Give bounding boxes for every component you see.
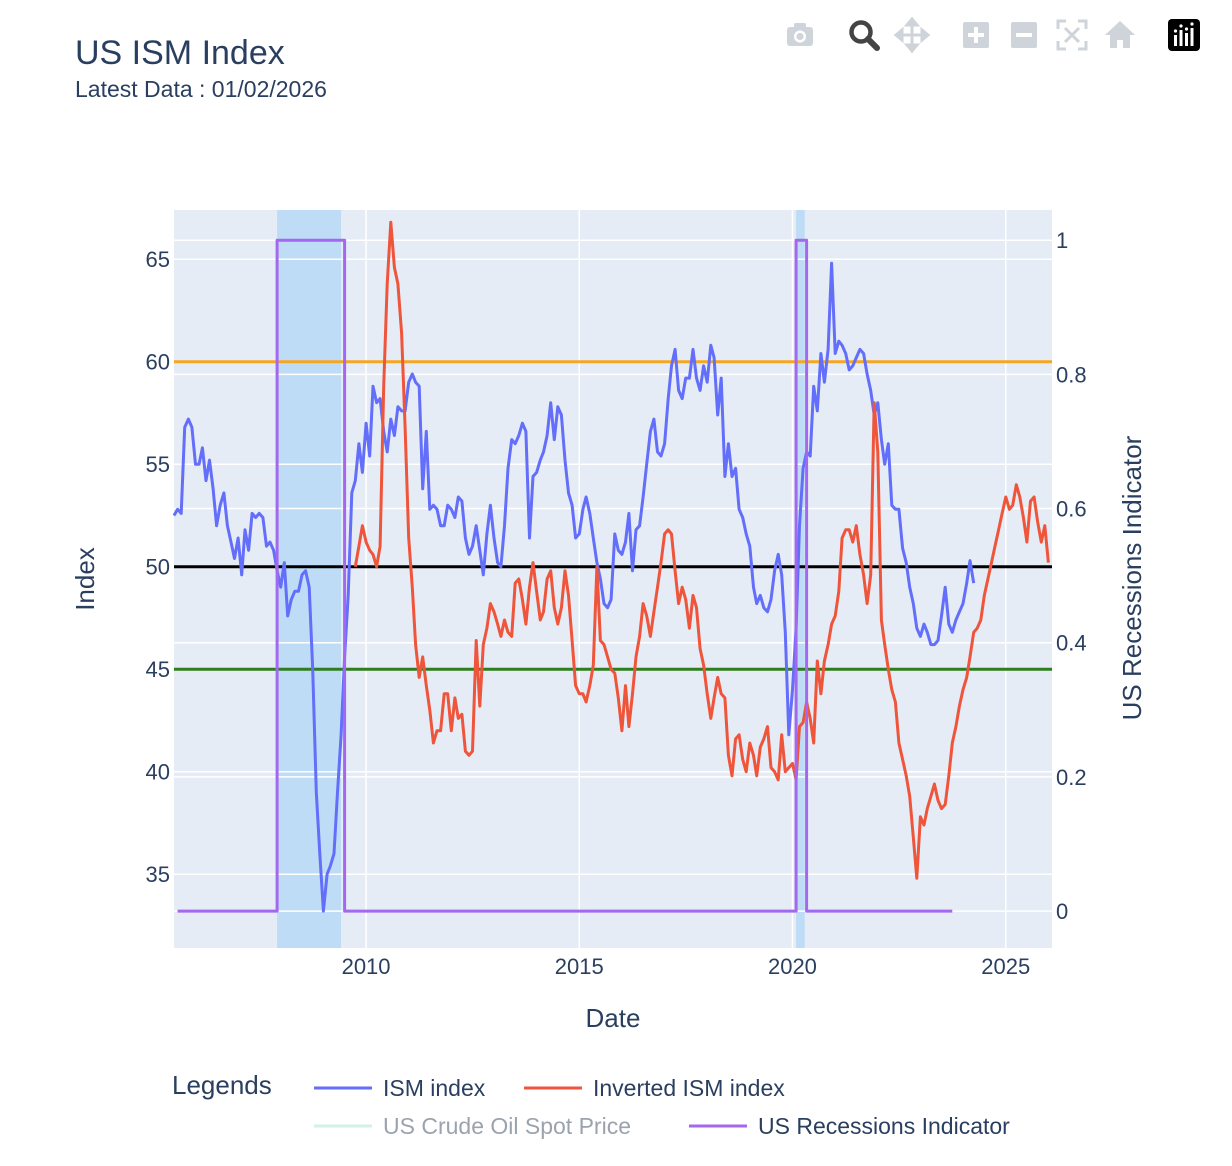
chart-title: US ISM Index: [75, 34, 285, 72]
series-line-us-recessions-indicator[interactable]: [177, 238, 953, 913]
reset-axes-icon[interactable]: [1100, 14, 1140, 56]
y2-tick-label: 0: [1056, 899, 1068, 924]
legend-item-inverted-ism-index[interactable]: Inverted ISM index: [524, 1075, 785, 1101]
plotly-logo-icon[interactable]: [1164, 14, 1204, 56]
y-tick-label: 45: [146, 657, 170, 682]
y-axis-title: Index: [70, 547, 100, 611]
x-tick-label: 2025: [981, 954, 1030, 979]
y2-tick-label: 0.8: [1056, 362, 1087, 387]
y2-tick-label: 0.4: [1056, 631, 1087, 656]
y2-tick-label: 0.2: [1056, 765, 1087, 790]
y-tick-label: 35: [146, 862, 170, 887]
recession-shade-2: [796, 210, 805, 948]
legend-item-crude-oil[interactable]: US Crude Oil Spot Price: [314, 1113, 631, 1139]
y-tick-label: 40: [146, 760, 170, 785]
legend-label-crude-oil: US Crude Oil Spot Price: [383, 1113, 631, 1139]
autoscale-icon[interactable]: [1052, 14, 1092, 56]
y-tick-label: 50: [146, 555, 170, 580]
y-tick-label: 65: [146, 247, 170, 272]
legend-item-recessions[interactable]: US Recessions Indicator: [689, 1113, 1010, 1139]
recession-shade-1: [277, 210, 342, 948]
zoom-in-icon[interactable]: [956, 14, 996, 56]
x-tick-label: 2015: [555, 954, 604, 979]
legend: Legends ISM index Inverted ISM index US …: [172, 1070, 1010, 1139]
y2-axis-title: US Recessions Indicator: [1117, 435, 1147, 720]
zoom-out-icon[interactable]: [1004, 14, 1044, 56]
y-tick-label: 60: [146, 350, 170, 375]
series-line-ism-index[interactable]: [172, 261, 976, 913]
pan-icon[interactable]: [892, 14, 932, 56]
x-tick-label: 2020: [768, 954, 817, 979]
legend-label-recessions: US Recessions Indicator: [758, 1113, 1010, 1139]
camera-icon[interactable]: [780, 14, 820, 56]
x-tick-label: 2010: [342, 954, 391, 979]
legend-label-ism-index: ISM index: [383, 1075, 486, 1101]
legend-label-inverted-ism-index: Inverted ISM index: [593, 1075, 785, 1101]
y2-tick-label: 0.6: [1056, 497, 1087, 522]
legend-title: Legends: [172, 1070, 272, 1100]
series-line-inverted-ism-index[interactable]: [353, 220, 1050, 880]
chart-subtitle: Latest Data : 01/02/2026: [75, 76, 327, 102]
modebar: [776, 14, 1206, 58]
legend-item-ism-index[interactable]: ISM index: [314, 1075, 486, 1101]
zoom-icon[interactable]: [844, 14, 884, 56]
y-tick-label: 55: [146, 452, 170, 477]
x-axis-title: Date: [586, 1003, 641, 1033]
y2-tick-label: 1: [1056, 228, 1068, 253]
